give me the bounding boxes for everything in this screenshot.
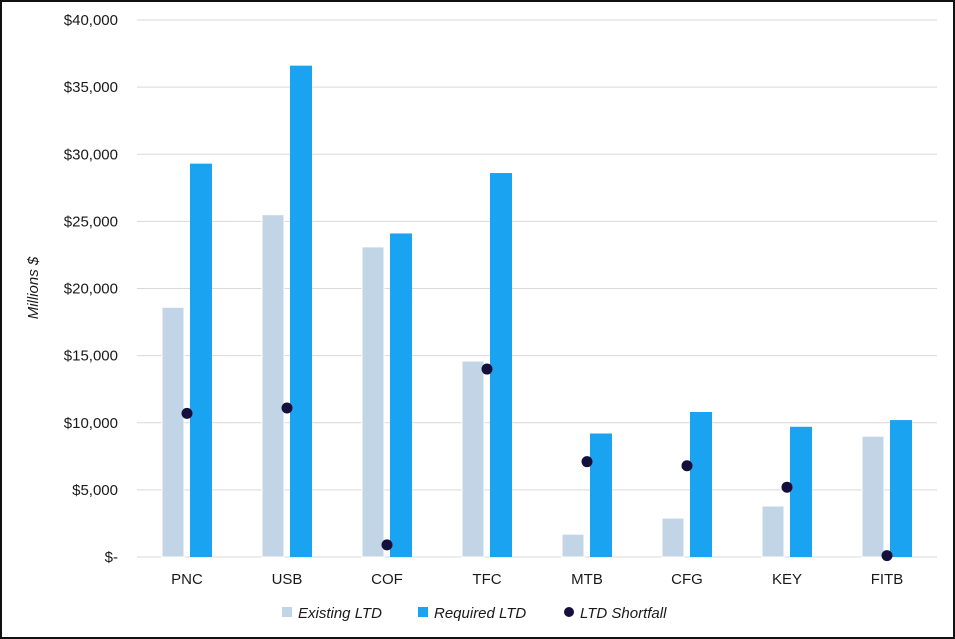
x-tick-label: KEY [772, 571, 802, 588]
x-tick-label: USB [272, 571, 303, 588]
x-axis-ticks: PNC USB COF TFC MTB CFG KEY FITB [171, 571, 903, 588]
existing-ltd-bar [661, 517, 685, 558]
legend: Existing LTD Required LTD LTD Shortfall [282, 605, 667, 622]
gridlines [137, 19, 937, 558]
x-tick-label: COF [371, 571, 403, 588]
required-ltd-bar [790, 426, 812, 557]
legend-swatch [418, 607, 428, 617]
legend-label: Required LTD [434, 605, 526, 622]
y-axis-ticks: $- $5,000 $10,000 $15,000 $20,000 $25,000 $30,… [64, 12, 118, 566]
x-tick-label: CFG [671, 571, 703, 588]
existing-ltd-bar [261, 214, 285, 558]
x-tick-label: PNC [171, 571, 203, 588]
ltd-shortfall-point [281, 402, 293, 414]
y-tick-label: $30,000 [64, 146, 118, 163]
required-ltd-bar [390, 233, 412, 557]
legend-label: Existing LTD [298, 605, 382, 622]
y-tick-label: $15,000 [64, 348, 118, 365]
existing-ltd-bar [161, 306, 185, 558]
x-tick-label: TFC [472, 571, 501, 588]
legend-label: LTD Shortfall [580, 605, 667, 622]
y-axis-label: Millions $ [25, 256, 42, 319]
required-ltd-bar [290, 65, 312, 558]
ltd-shortfall-point [581, 456, 593, 468]
y-tick-label: $40,000 [64, 12, 118, 29]
y-tick-label: $5,000 [72, 482, 118, 499]
legend-swatch [564, 607, 574, 617]
required-ltd-bar [590, 433, 612, 557]
existing-ltd-bar [861, 435, 885, 558]
y-tick-label: $35,000 [64, 79, 118, 96]
ltd-shortfall-point [181, 407, 193, 419]
bars [161, 65, 912, 558]
y-tick-label: $10,000 [64, 415, 118, 432]
legend-swatch [282, 607, 292, 617]
ltd-shortfall-point [881, 550, 893, 562]
ltd-shortfall-point [781, 481, 793, 493]
required-ltd-bar [190, 163, 212, 557]
ltd-shortfall-point [481, 363, 493, 375]
y-tick-label: $- [105, 549, 118, 566]
shortfall-points [181, 363, 893, 562]
y-tick-label: $20,000 [64, 281, 118, 298]
x-tick-label: MTB [571, 571, 603, 588]
required-ltd-bar [690, 412, 712, 557]
ltd-shortfall-point [381, 539, 393, 551]
required-ltd-bar [490, 173, 512, 558]
required-ltd-bar [890, 420, 912, 557]
existing-ltd-bar [361, 246, 385, 558]
ltd-shortfall-point [681, 460, 693, 472]
y-tick-label: $25,000 [64, 213, 118, 230]
existing-ltd-bar [561, 533, 585, 558]
existing-ltd-bar [461, 360, 485, 558]
existing-ltd-bar [761, 505, 785, 558]
x-tick-label: FITB [871, 571, 904, 588]
